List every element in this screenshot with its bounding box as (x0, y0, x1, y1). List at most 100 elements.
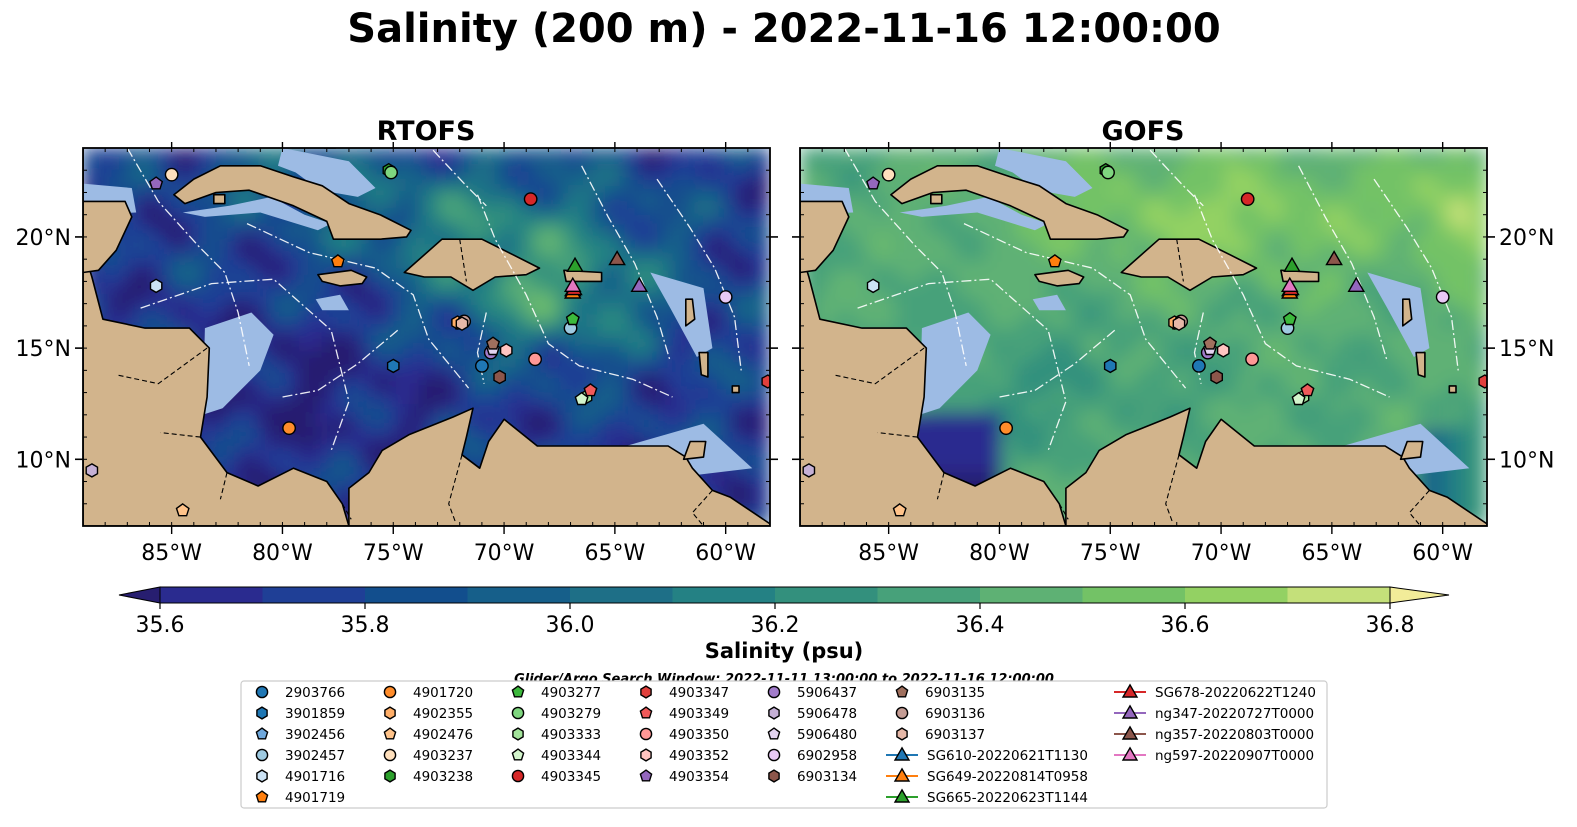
salinity-cell (1277, 148, 1286, 157)
salinity-cell (478, 389, 487, 399)
salinity-cell (336, 154, 345, 164)
salinity-cell (687, 374, 696, 383)
salinity-cell (522, 427, 532, 436)
salinity-cell (627, 154, 637, 164)
salinity-cell (112, 154, 121, 164)
salinity-cell (582, 253, 592, 262)
salinity-cell (687, 253, 696, 262)
salinity-cell (493, 291, 502, 300)
salinity-cell (485, 396, 495, 406)
salinity-cell (358, 192, 368, 202)
salinity-cell (127, 148, 136, 157)
salinity-cell (754, 238, 764, 247)
salinity-cell (702, 404, 711, 414)
salinity-cell (470, 177, 480, 187)
salinity-cell (597, 154, 607, 164)
salinity-cell (493, 419, 502, 429)
salinity-cell (582, 404, 592, 414)
salinity-cell (440, 162, 450, 172)
salinity-cell (530, 162, 540, 172)
salinity-cell (201, 321, 211, 331)
salinity-cell (328, 343, 338, 353)
salinity-cell (522, 283, 532, 293)
salinity-cell (179, 200, 189, 210)
salinity-cell (649, 404, 659, 414)
salinity-cell (425, 148, 435, 157)
salinity-cell (254, 396, 263, 406)
platform-4902476 (175, 503, 190, 517)
salinity-cell (410, 170, 420, 179)
salinity-cell (500, 200, 510, 210)
salinity-cell (679, 336, 689, 346)
salinity-cell (1381, 148, 1391, 157)
salinity-cell (89, 148, 99, 157)
salinity-cell (403, 306, 413, 315)
salinity-cell (298, 381, 308, 391)
salinity-cell (209, 283, 219, 293)
salinity-cell (575, 434, 584, 444)
salinity-cell (530, 321, 540, 331)
salinity-cell (328, 434, 338, 444)
salinity-cell (403, 351, 413, 361)
salinity-cell (306, 230, 316, 240)
salinity-cell (612, 162, 622, 172)
salinity-cell (381, 148, 390, 157)
salinity-cell (410, 336, 420, 346)
salinity-cell (597, 412, 607, 421)
salinity-cell (388, 215, 398, 225)
salinity-cell (522, 215, 532, 225)
salinity-cell (410, 192, 420, 202)
salinity-cell (627, 381, 637, 391)
salinity-cell (172, 306, 181, 315)
salinity-cell (530, 419, 540, 429)
salinity-cell (358, 366, 368, 376)
salinity-cell (127, 170, 136, 179)
salinity-cell (104, 298, 114, 308)
salinity-cell (164, 177, 174, 187)
salinity-cell (687, 275, 696, 285)
salinity-cell (224, 154, 233, 164)
gofs-salinity-map[interactable] (799, 126, 1490, 527)
salinity-cell (582, 427, 592, 436)
salinity-cell (284, 306, 293, 315)
salinity-cell (254, 480, 263, 489)
salinity-cell (724, 404, 734, 414)
salinity-cell (306, 457, 316, 467)
salinity-cell (336, 404, 345, 414)
salinity-cell (575, 381, 584, 391)
salinity-cell (1068, 148, 1077, 157)
salinity-cell (254, 381, 263, 391)
salinity-cell (627, 177, 637, 187)
salinity-cell (537, 162, 547, 172)
salinity-cell (717, 374, 726, 383)
salinity-cell (269, 148, 278, 157)
salinity-cell (627, 185, 637, 194)
salinity-cell (172, 238, 181, 247)
salinity-cell (687, 389, 696, 399)
salinity-cell (246, 381, 256, 391)
salinity-cell (649, 170, 659, 179)
salinity-cell (224, 223, 233, 232)
salinity-cell (336, 238, 345, 247)
salinity-cell (291, 253, 301, 262)
salinity-cell (418, 351, 428, 361)
salinity-cell (597, 283, 607, 293)
salinity-cell (433, 336, 443, 346)
salinity-cell (1426, 154, 1436, 164)
salinity-cell (351, 306, 360, 315)
salinity-cell (276, 366, 286, 376)
salinity-cell (717, 328, 726, 338)
salinity-cell (246, 230, 256, 240)
salinity-cell (747, 245, 756, 255)
salinity-cell (761, 343, 770, 353)
salinity-cell (246, 434, 256, 444)
salinity-cell (112, 177, 121, 187)
salinity-cell (366, 291, 375, 300)
salinity-cell (500, 313, 510, 323)
rtofs-salinity-map[interactable] (82, 126, 773, 527)
salinity-cell (612, 230, 622, 240)
salinity-cell (284, 336, 293, 346)
salinity-cell (433, 343, 443, 353)
salinity-cell (567, 404, 577, 414)
salinity-cell (410, 321, 420, 331)
